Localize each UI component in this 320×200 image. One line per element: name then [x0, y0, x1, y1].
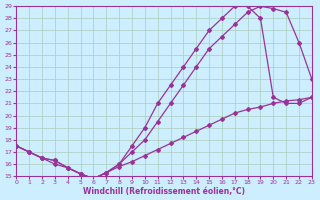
X-axis label: Windchill (Refroidissement éolien,°C): Windchill (Refroidissement éolien,°C)	[83, 187, 245, 196]
